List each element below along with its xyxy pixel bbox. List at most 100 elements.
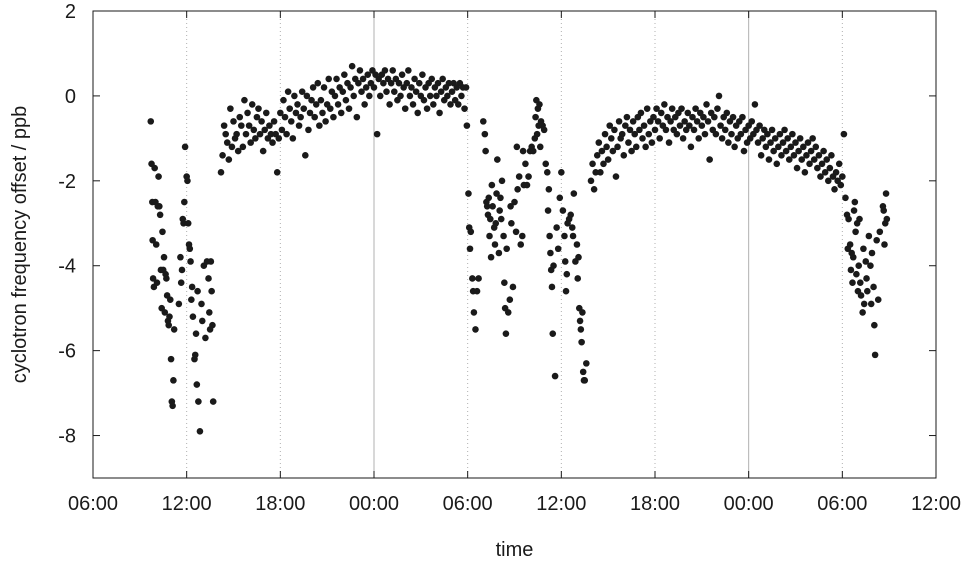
data-point — [773, 160, 781, 168]
data-point — [781, 126, 788, 134]
data-point — [800, 143, 807, 151]
data-point — [533, 130, 541, 138]
data-point — [189, 313, 197, 320]
data-point — [604, 156, 612, 163]
data-point — [567, 211, 574, 219]
data-point — [519, 232, 526, 240]
data-point — [779, 139, 787, 146]
data-point — [497, 215, 505, 223]
data-point — [152, 241, 160, 248]
data-point — [280, 96, 287, 104]
data-point — [656, 135, 663, 142]
data-point — [850, 207, 858, 214]
data-point — [242, 130, 250, 138]
data-point — [515, 173, 523, 180]
data-point — [856, 215, 863, 223]
data-point — [222, 130, 229, 138]
data-point — [501, 279, 508, 287]
data-point — [297, 113, 304, 121]
data-point — [278, 126, 286, 134]
data-point — [692, 105, 699, 112]
data-point — [668, 105, 676, 112]
y-tick-label: 2 — [65, 1, 76, 23]
data-point — [259, 147, 267, 155]
data-point — [236, 113, 244, 121]
data-point — [245, 122, 253, 129]
data-point — [281, 113, 289, 121]
data-point — [519, 147, 527, 155]
data-point — [309, 84, 317, 91]
data-point — [796, 135, 804, 142]
data-point — [678, 105, 685, 112]
data-point — [597, 169, 604, 176]
data-point — [536, 143, 544, 151]
data-point — [177, 279, 185, 287]
data-point — [863, 275, 870, 282]
data-point — [506, 296, 514, 303]
data-point — [403, 79, 411, 87]
data-point — [529, 147, 537, 155]
x-tick-label: 12:00 — [911, 493, 961, 515]
data-point — [244, 109, 251, 117]
data-point — [445, 79, 453, 87]
data-point — [849, 279, 856, 287]
data-point — [810, 156, 818, 163]
data-point — [701, 130, 709, 138]
data-point — [593, 152, 601, 159]
data-point — [756, 122, 763, 129]
data-point — [209, 398, 217, 405]
data-point — [397, 92, 404, 100]
data-point — [433, 92, 440, 100]
data-point — [156, 202, 163, 210]
data-point — [787, 143, 795, 151]
data-point — [563, 270, 571, 278]
data-point — [319, 109, 326, 117]
data-point — [626, 126, 634, 134]
data-point — [308, 96, 315, 104]
data-point — [383, 88, 390, 95]
data-point — [333, 75, 340, 83]
data-point — [488, 181, 496, 189]
data-point — [466, 245, 474, 253]
data-point — [334, 101, 342, 108]
data-point — [809, 135, 816, 142]
data-point — [847, 266, 855, 274]
data-point — [700, 113, 707, 121]
data-point — [835, 160, 843, 168]
data-point — [851, 198, 859, 206]
data-point — [690, 126, 698, 134]
data-point — [821, 169, 829, 176]
data-point — [562, 287, 570, 295]
data-point — [611, 126, 618, 134]
data-point — [589, 160, 596, 168]
data-point — [366, 92, 373, 100]
data-point — [860, 245, 867, 253]
data-point — [637, 109, 645, 117]
x-tick-labels: 06:00 12:00 18:00 00:00 06:00 12:00 18:00 00:00… — [68, 493, 961, 515]
data-point — [606, 122, 614, 129]
data-point — [583, 360, 590, 367]
data-point — [487, 253, 495, 261]
data-point — [316, 122, 323, 129]
data-point — [428, 75, 436, 83]
data-point — [198, 300, 205, 308]
data-point — [239, 143, 247, 151]
x-tick-label: 12:00 — [162, 493, 212, 515]
data-point — [470, 309, 478, 316]
data-point — [503, 245, 510, 253]
data-point — [740, 147, 748, 155]
data-point — [373, 130, 381, 138]
data-point — [312, 101, 320, 108]
data-point — [337, 109, 345, 117]
data-point — [554, 245, 562, 253]
data-point — [193, 381, 201, 388]
data-point — [255, 105, 262, 112]
data-point — [350, 92, 358, 100]
data-point — [250, 126, 258, 134]
y-tick-labels: 2 0 -2 -4 -6 -8 — [58, 1, 76, 448]
data-point — [793, 164, 801, 172]
x-axis-title: time — [496, 539, 534, 561]
data-point — [156, 211, 164, 219]
data-point — [342, 96, 350, 104]
data-point — [871, 321, 878, 329]
